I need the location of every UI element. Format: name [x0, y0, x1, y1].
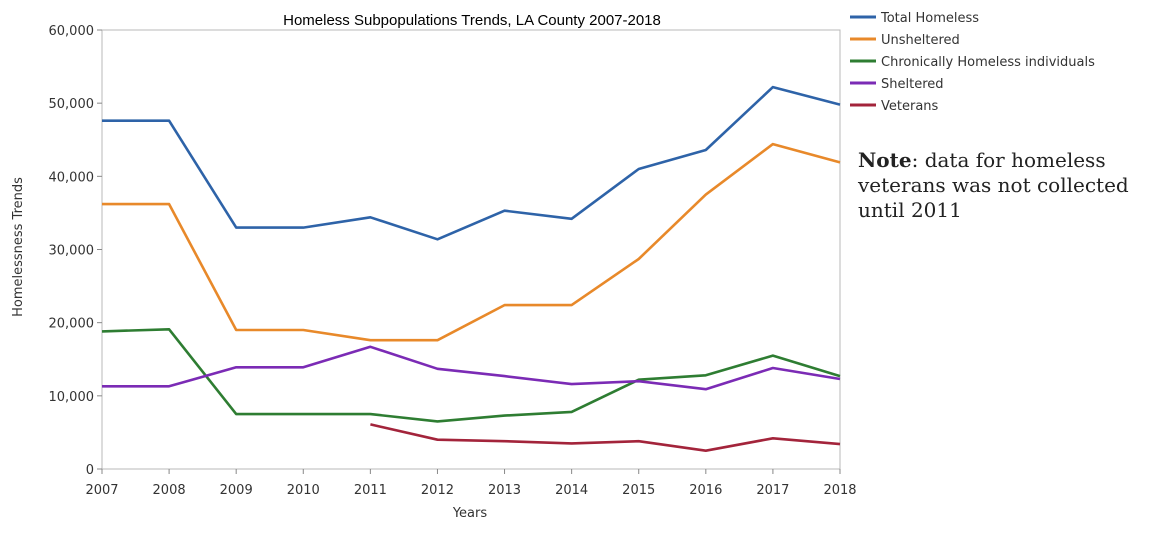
- y-tick-label: 10,000: [49, 390, 95, 405]
- series-line-chronically-homeless-individuals: [101, 328, 841, 423]
- legend-label-veterans: Veterans: [881, 99, 939, 114]
- y-tick-label: 30,000: [49, 244, 95, 259]
- axes: 0 10,000 20,000 30,000 40,000 50,000 60,000 200…: [49, 24, 857, 498]
- x-tick-label: 2008: [153, 483, 186, 498]
- y-tick-label: 60,000: [49, 24, 95, 39]
- x-tick-label: 2011: [354, 483, 387, 498]
- x-tick-label: 2017: [756, 483, 789, 498]
- legend: Total Homeless Unsheltered Chronically Hom…: [850, 11, 1095, 114]
- x-tick-label: 2018: [823, 483, 856, 498]
- x-tick-label: 2016: [689, 483, 722, 498]
- note-label: Note: [858, 148, 912, 172]
- note-body: : data for homeless veterans was not col…: [858, 148, 1129, 222]
- series-line-unsheltered: [102, 142, 841, 342]
- x-tick-label: 2014: [555, 483, 588, 498]
- chart-title: Homeless Subpopulations Trends, LA Count…: [283, 12, 661, 29]
- x-tick-label: 2013: [488, 483, 521, 498]
- note-text: Note: data for homeless veterans was not…: [858, 148, 1158, 223]
- x-tick-label: 2015: [622, 483, 655, 498]
- series-layer: [101, 85, 841, 452]
- y-tick-label: 0: [86, 463, 94, 478]
- x-tick-label: 2009: [220, 483, 253, 498]
- legend-label-unsheltered: Unsheltered: [881, 33, 960, 48]
- legend-label-sheltered: Sheltered: [881, 77, 944, 92]
- legend-label-total-homeless: Total Homeless: [880, 11, 979, 26]
- series-line-veterans: [370, 423, 841, 452]
- y-tick-label: 20,000: [49, 317, 95, 332]
- series-line-sheltered: [102, 345, 841, 391]
- x-tick-label: 2007: [85, 483, 118, 498]
- y-tick-label: 40,000: [49, 170, 95, 185]
- y-tick-label: 50,000: [49, 97, 95, 112]
- x-tick-label: 2012: [421, 483, 454, 498]
- series-line-total-homeless: [102, 85, 841, 241]
- plot-frame: [101, 29, 841, 470]
- legend-label-chronically-homeless-individuals: Chronically Homeless individuals: [881, 55, 1095, 70]
- y-axis-label: Homelessness Trends: [11, 177, 26, 317]
- x-axis-label: Years: [452, 506, 488, 521]
- x-tick-label: 2010: [287, 483, 320, 498]
